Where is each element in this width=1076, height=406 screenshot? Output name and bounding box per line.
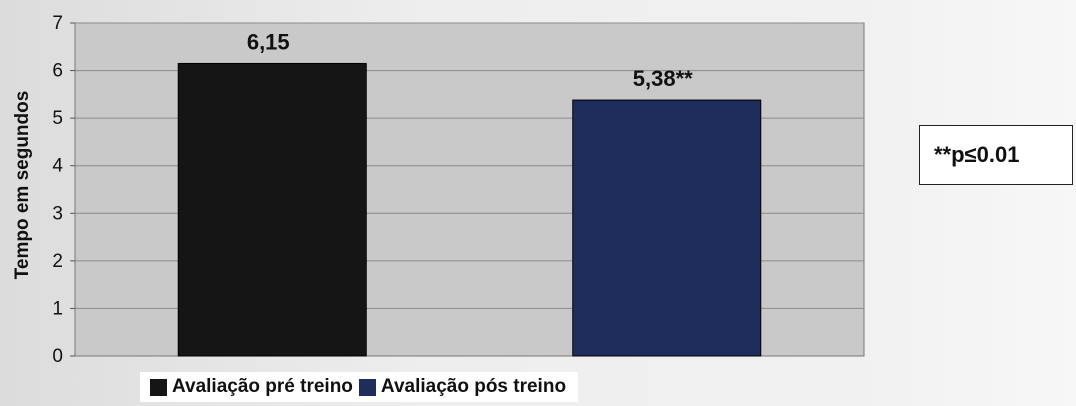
legend-item-pre: Avaliação pré treino	[150, 376, 353, 398]
significance-note: **p≤0.01	[919, 125, 1073, 185]
y-tick-label: 0	[52, 346, 63, 367]
y-axis-title: Tempo em segundos	[12, 91, 33, 280]
y-tick-label: 6	[52, 61, 63, 82]
y-tick-label: 1	[52, 298, 63, 319]
legend-swatch-pre	[150, 378, 167, 396]
y-tick-label: 7	[52, 13, 63, 34]
y-tick-label: 2	[52, 251, 63, 272]
y-tick-label: 3	[52, 203, 63, 224]
y-tick-label: 4	[52, 156, 63, 177]
bars	[177, 62, 762, 357]
legend-label-pos: Avaliação pós treino	[380, 376, 567, 397]
y-tick-label: 5	[52, 108, 63, 129]
legend-swatch-pos	[358, 378, 376, 396]
significance-text: **p≤0.01	[934, 142, 1020, 167]
bar-pos-treino	[572, 99, 762, 357]
bar-pre-treino	[177, 62, 367, 357]
legend-item-pos: Avaliação pós treino	[358, 376, 567, 398]
legend-label-pre: Avaliação pré treino	[172, 376, 353, 397]
data-label-pos-treino: 5,38**	[633, 66, 693, 91]
y-axis-ticks: 0 1 2 3 4 5 6 7	[52, 13, 75, 367]
chart-legend: Avaliação pré treino Avaliação pós trein…	[140, 372, 579, 402]
data-labels: 6,15 5,38**	[247, 29, 693, 91]
data-label-pre-treino: 6,15	[247, 29, 290, 54]
